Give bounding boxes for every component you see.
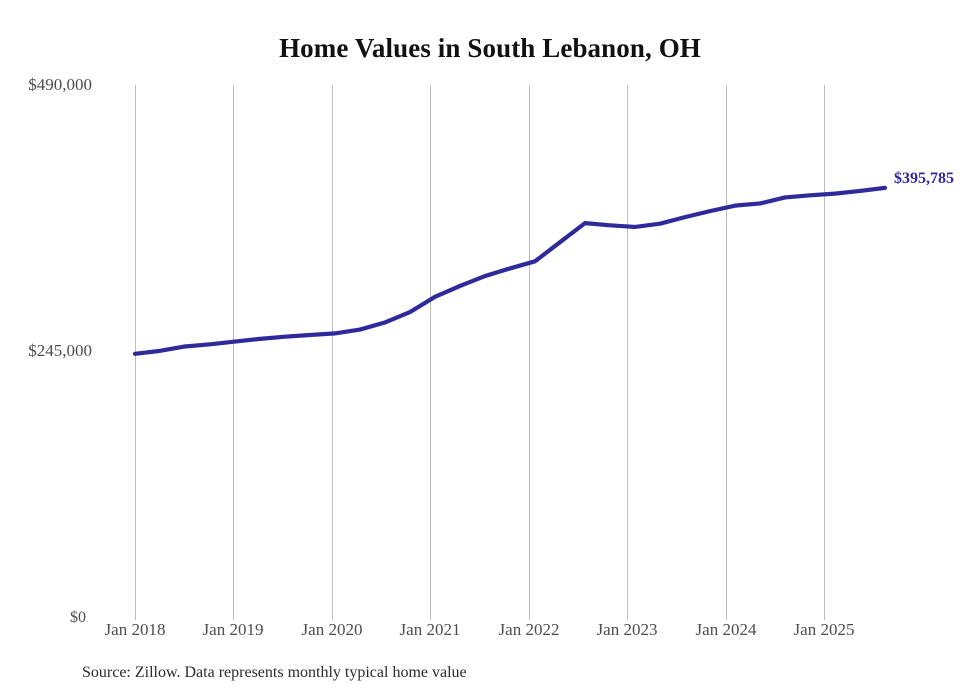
x-axis-tick-jan-2023: Jan 2023 xyxy=(596,620,658,639)
gridline-jan-2024 xyxy=(726,85,727,620)
gridline-jan-2020 xyxy=(332,85,333,620)
x-axis-tick-jan-2020: Jan 2020 xyxy=(301,620,363,639)
end-value-annotation: $395,785 xyxy=(894,170,954,187)
gridline-jan-2019 xyxy=(233,85,234,620)
x-axis-tick-jan-2024: Jan 2024 xyxy=(695,620,757,639)
x-axis-tick-jan-2025: Jan 2025 xyxy=(793,620,855,639)
page-title: Home Values in South Lebanon, OH xyxy=(279,33,701,63)
source-note: Source: Zillow. Data represents monthly … xyxy=(82,664,467,681)
gridline-jan-2025 xyxy=(824,85,825,620)
gridline-jan-2022 xyxy=(529,85,530,620)
x-axis-tick-jan-2021: Jan 2021 xyxy=(399,620,461,639)
x-axis-tick-jan-2019: Jan 2019 xyxy=(202,620,264,639)
y-axis-tick-mid: $245,000 xyxy=(28,341,92,360)
x-axis-tick-jan-2018: Jan 2018 xyxy=(104,620,166,639)
gridline-jan-2023 xyxy=(627,85,628,620)
x-axis-tick-jan-2022: Jan 2022 xyxy=(498,620,560,639)
y-axis-tick-top: $490,000 xyxy=(28,75,92,94)
series-line-typical-home-value xyxy=(132,185,888,356)
gridline-jan-2021 xyxy=(430,85,431,620)
y-axis-tick-bottom: $0 xyxy=(70,609,86,626)
